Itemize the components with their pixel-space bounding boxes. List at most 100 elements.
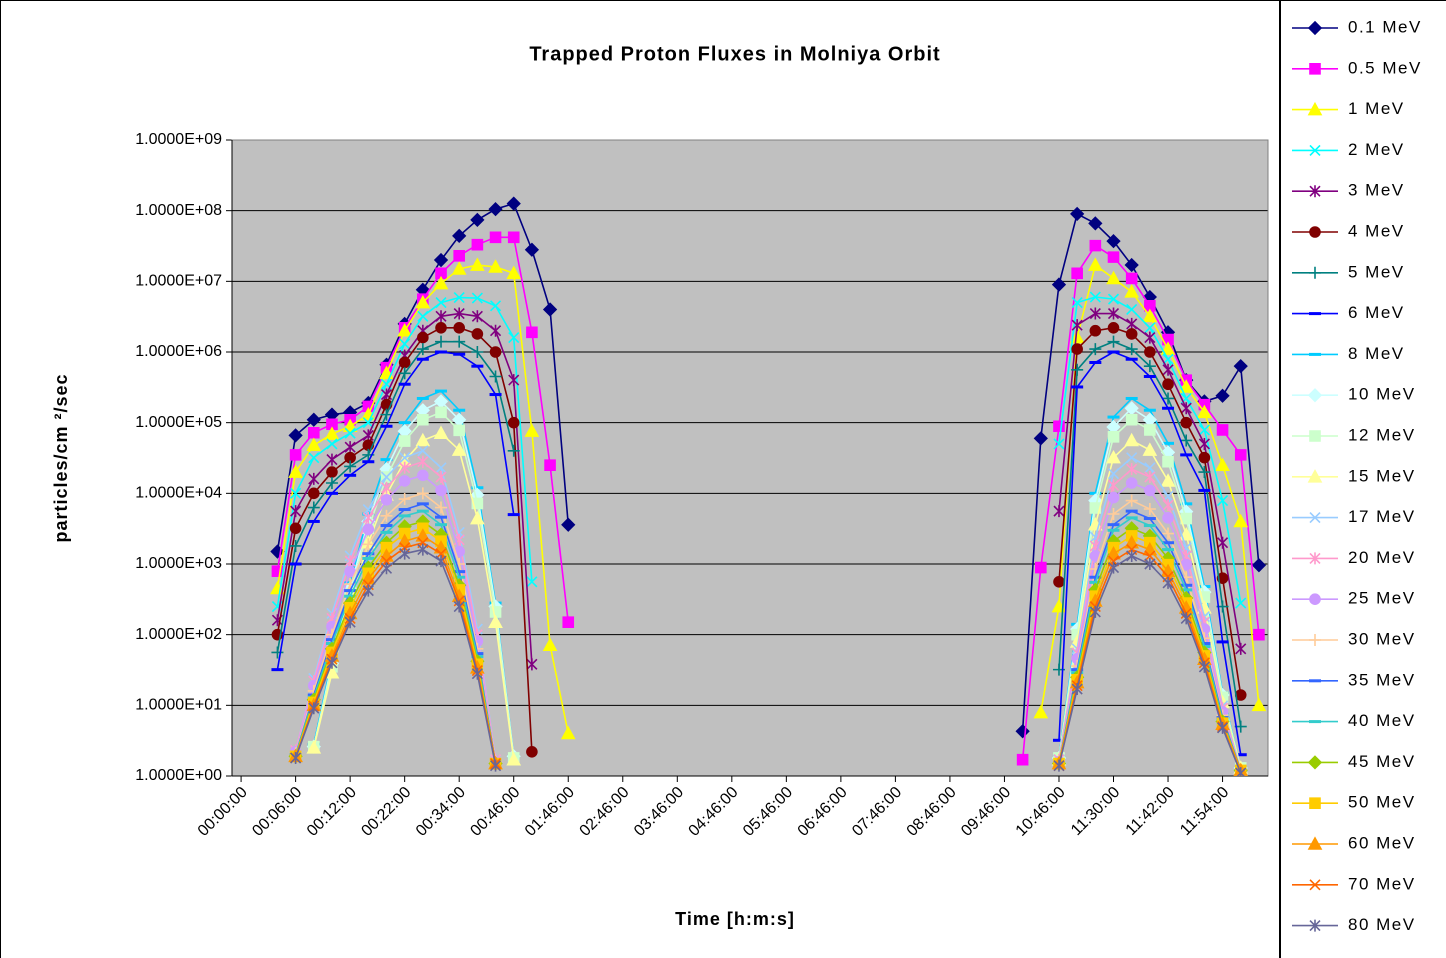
marker	[326, 466, 338, 478]
legend-marker	[1309, 226, 1321, 238]
marker	[524, 423, 540, 437]
legend-label: 2 MeV	[1348, 140, 1405, 159]
marker	[1126, 303, 1138, 316]
legend-marker	[1307, 20, 1323, 36]
marker	[288, 428, 303, 443]
marker	[1071, 297, 1083, 309]
legend-label: 0.5 MeV	[1348, 58, 1422, 77]
legend-label: 30 MeV	[1348, 629, 1416, 648]
marker	[433, 252, 449, 268]
marker	[435, 501, 448, 514]
marker	[1106, 270, 1121, 285]
marker	[489, 324, 502, 337]
marker	[344, 427, 356, 439]
marker	[1198, 660, 1210, 673]
legend-marker	[1309, 593, 1321, 605]
marker	[435, 335, 448, 348]
marker	[397, 323, 413, 337]
marker	[1124, 432, 1140, 447]
y-tick-label: 1.0000E+09	[135, 131, 222, 148]
marker	[471, 310, 483, 323]
marker	[1144, 462, 1156, 474]
marker	[453, 600, 465, 613]
marker	[417, 413, 429, 426]
legend-marker	[1309, 185, 1321, 198]
y-tick-label: 1.0000E+05	[135, 414, 222, 431]
legend-label: 40 MeV	[1348, 711, 1416, 730]
legend-label: 25 MeV	[1348, 589, 1416, 608]
marker	[1070, 206, 1085, 222]
marker	[1071, 343, 1083, 355]
series-line	[294, 548, 497, 766]
legend-marker	[1309, 879, 1321, 891]
marker	[1235, 642, 1247, 655]
marker	[307, 426, 320, 439]
marker	[488, 259, 503, 273]
marker	[308, 472, 320, 485]
y-tick-label: 1.0000E+07	[135, 273, 222, 290]
marker	[417, 455, 429, 468]
marker	[1107, 322, 1120, 334]
marker	[1253, 628, 1265, 641]
marker	[1160, 473, 1176, 487]
marker	[452, 228, 467, 243]
marker	[1126, 463, 1138, 476]
marker	[1162, 363, 1174, 376]
marker	[344, 616, 356, 629]
marker	[435, 267, 447, 280]
marker	[398, 493, 411, 506]
marker	[1125, 413, 1138, 426]
marker	[362, 511, 374, 524]
legend-label: 6 MeV	[1348, 303, 1405, 322]
marker	[1216, 424, 1229, 436]
marker	[1162, 512, 1174, 524]
legend-marker	[1309, 430, 1321, 442]
marker	[471, 667, 483, 680]
marker	[1235, 597, 1247, 609]
marker	[1089, 291, 1101, 303]
marker	[1162, 455, 1174, 468]
y-tick-label: 1.0000E+04	[135, 485, 222, 502]
marker	[1071, 363, 1084, 376]
marker	[1162, 392, 1175, 405]
marker	[562, 616, 575, 629]
marker	[380, 509, 393, 522]
marker	[489, 231, 502, 244]
series-line	[276, 351, 515, 670]
marker	[506, 752, 522, 766]
marker	[1162, 527, 1175, 540]
y-tick-label: 1.0000E+02	[135, 626, 222, 643]
marker	[1106, 234, 1121, 249]
marker	[1216, 721, 1229, 734]
legend-marker	[1307, 101, 1323, 116]
marker	[524, 242, 540, 257]
marker	[1069, 329, 1085, 344]
marker	[435, 462, 447, 474]
marker	[417, 543, 429, 556]
marker	[398, 475, 411, 487]
marker	[307, 501, 320, 514]
marker	[1107, 335, 1120, 348]
marker	[1124, 284, 1140, 298]
marker	[380, 481, 393, 494]
marker	[1235, 767, 1247, 776]
marker	[399, 452, 411, 464]
marker	[344, 451, 356, 464]
marker	[489, 370, 502, 383]
marker	[1251, 558, 1267, 573]
marker	[1216, 536, 1229, 549]
legend-marker	[1307, 469, 1323, 483]
marker	[1107, 431, 1120, 443]
marker	[1124, 535, 1140, 549]
marker	[1198, 451, 1211, 464]
marker	[417, 445, 429, 457]
marker	[1106, 449, 1121, 464]
legend-label: 20 MeV	[1348, 548, 1416, 567]
marker	[306, 740, 322, 754]
marker	[1144, 484, 1156, 497]
marker	[1162, 499, 1174, 512]
marker	[288, 464, 303, 478]
marker	[1125, 343, 1138, 356]
marker	[435, 484, 447, 497]
marker	[471, 238, 484, 251]
